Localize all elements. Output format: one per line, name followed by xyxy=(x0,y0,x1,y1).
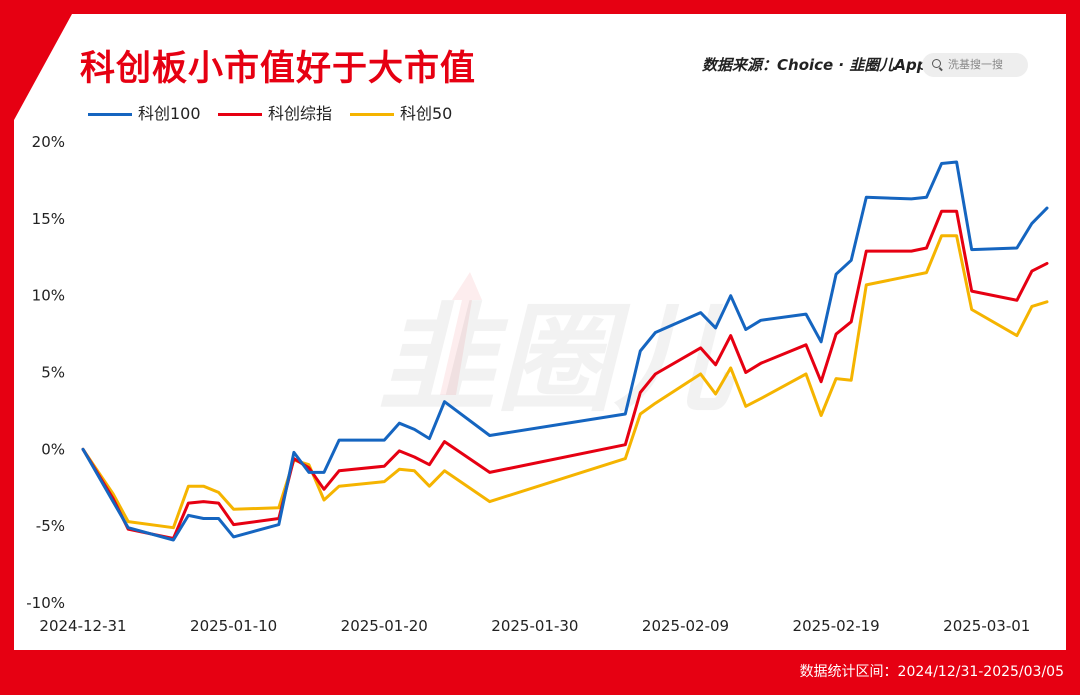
x-tick-label: 2025-02-19 xyxy=(793,617,880,635)
y-tick-label: 0% xyxy=(41,440,65,458)
legend-label: 科创50 xyxy=(400,104,453,123)
legend-swatch-kc50 xyxy=(350,113,394,116)
chart-panel: 科创板小市值好于大市值 数据来源：Choice · 韭圈儿App 洗基搜一搜 科… xyxy=(14,14,1066,650)
x-tick-label: 2024-12-31 xyxy=(39,617,126,635)
series-line-kc50 xyxy=(81,234,1049,530)
page-title: 科创板小市值好于大市值 xyxy=(80,49,477,89)
legend-label: 科创100 xyxy=(138,104,201,123)
y-tick-label: 5% xyxy=(41,364,65,382)
y-tick-label: -5% xyxy=(36,517,65,535)
y-tick-label: 10% xyxy=(32,287,65,305)
data-source: 数据来源：Choice · 韭圈儿App xyxy=(702,56,928,74)
x-tick-label: 2025-03-01 xyxy=(943,617,1030,635)
legend-label: 科创综指 xyxy=(268,104,333,123)
search-box[interactable]: 洗基搜一搜 xyxy=(922,53,1028,77)
x-tick-label: 2025-01-30 xyxy=(491,617,578,635)
date-range-note: 数据统计区间：2024/12/31-2025/03/05 xyxy=(799,664,1064,680)
x-tick-label: 2025-01-20 xyxy=(341,617,428,635)
x-tick-label: 2025-02-09 xyxy=(642,617,729,635)
watermark: 韭圈儿 xyxy=(378,290,736,428)
search-placeholder: 洗基搜一搜 xyxy=(948,58,1003,71)
legend-swatch-kc100 xyxy=(88,113,132,116)
series-line-kczz xyxy=(81,209,1049,540)
x-tick-label: 2025-01-10 xyxy=(190,617,277,635)
y-tick-label: 20% xyxy=(32,133,65,151)
watermark-arrow xyxy=(440,272,482,395)
series-line-kc100 xyxy=(81,160,1049,542)
legend-swatch-kczz xyxy=(218,113,262,116)
corner-decoration xyxy=(14,14,72,120)
y-tick-label: 15% xyxy=(32,210,65,228)
line-chart: 韭圈儿 20% 15% 10% 5% 0% -5% -10% 2024-12-31 2025-01… xyxy=(26,133,1049,635)
y-tick-label: -10% xyxy=(26,594,65,612)
search-icon xyxy=(932,59,941,68)
